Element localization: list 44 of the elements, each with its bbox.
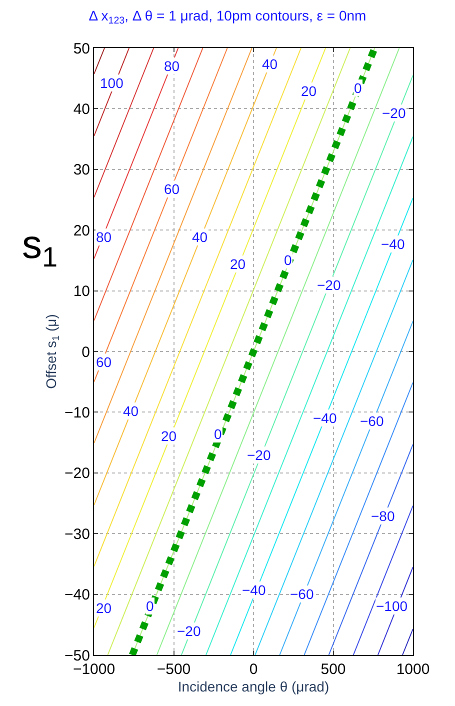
annotation: 20 [230, 256, 246, 272]
y-tick-label: −30 [64, 526, 90, 543]
annotation: 20 [161, 428, 177, 444]
annotation: 60 [96, 354, 112, 370]
x-axis-title: Incidence angle θ (μrad) [178, 678, 330, 694]
annotation: 0 [284, 252, 292, 268]
annotation: 0 [214, 426, 222, 442]
y-tick-label: 20 [73, 222, 90, 240]
y-tick-label: 30 [73, 162, 90, 179]
annotation: 80 [164, 58, 180, 74]
text: s$_{1}$ [22, 223, 58, 272]
annotation: 40 [192, 229, 208, 245]
chart-title: Δ x$_{123}$, Δ θ = 1 μrad, 10pm contours, ε = 0nm [88, 7, 366, 26]
y-tick-label: 50 [73, 40, 90, 58]
annotation: 40 [262, 56, 278, 72]
annotation: 80 [96, 229, 112, 245]
annotation: −40 [313, 410, 337, 426]
y-tick-label: −20 [64, 465, 90, 482]
annotation: −40 [381, 236, 405, 252]
annotation: 60 [164, 181, 180, 197]
annotation: −20 [382, 105, 406, 121]
y-tick-label: −10 [64, 404, 90, 422]
annotation: −40 [242, 582, 266, 598]
annotation: −100 [376, 598, 408, 614]
y-tick-label: 0 [82, 344, 90, 361]
annotation: 0 [354, 80, 362, 96]
x-tick-label: 1000 [396, 661, 430, 678]
annotation: 20 [96, 600, 112, 616]
annotation: 20 [301, 83, 317, 99]
annotation: −80 [371, 508, 395, 524]
annotation: 40 [123, 403, 139, 419]
y-tick-label: −40 [64, 586, 90, 604]
annotation: −20 [317, 277, 341, 293]
annotation: −20 [247, 447, 271, 463]
annotation: 0 [146, 598, 154, 614]
annotation: −60 [290, 586, 314, 602]
annotation: −20 [177, 623, 201, 639]
x-tick-label: 0 [249, 661, 258, 678]
annotation: −60 [360, 413, 384, 429]
y-tick-label: 40 [73, 100, 90, 118]
x-tick-label: −500 [156, 661, 191, 678]
x-tick-label: 500 [320, 661, 346, 678]
annotation: 100 [100, 75, 124, 91]
y-tick-label: 10 [73, 283, 90, 300]
